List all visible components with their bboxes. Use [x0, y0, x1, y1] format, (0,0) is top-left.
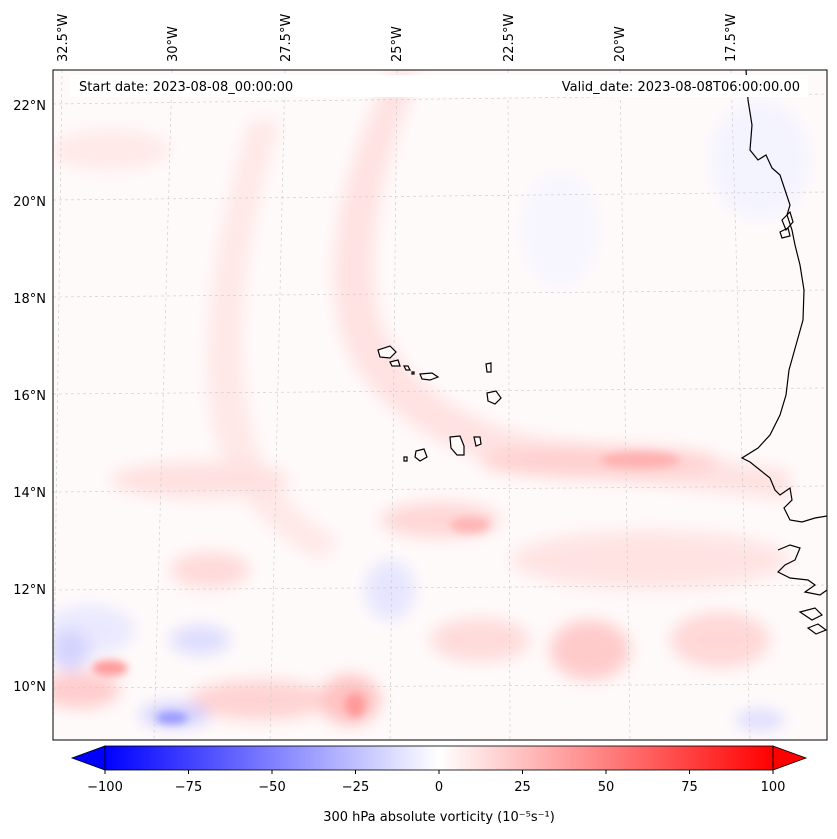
vorticity-field	[53, 70, 810, 730]
lat-label: 10°N	[13, 680, 46, 695]
colorbar-tick-label: −75	[175, 780, 202, 795]
map-frame	[52, 69, 828, 741]
colorbar-gradient	[105, 746, 773, 770]
colorbar-tick-label: −100	[87, 780, 123, 795]
colorbar-ticks	[104, 770, 774, 774]
lat-label: 18°N	[13, 292, 46, 307]
lon-label: 30°W	[166, 26, 181, 62]
header-box: Start date: 2023-08-08_00:00:00 Valid_da…	[70, 75, 808, 97]
map-panel: Start date: 2023-08-08_00:00:00 Valid_da…	[13, 14, 828, 741]
colorbar-tick-label: 25	[514, 780, 531, 795]
colorbar-extend-low	[70, 745, 106, 771]
coastline	[740, 70, 827, 635]
latitude-labels: 22°N 20°N 18°N 16°N 14°N 12°N 10°N	[13, 99, 46, 695]
colorbar-tick-labels: −100 −75 −50 −25 0 25 50 75 100	[87, 780, 785, 795]
lon-label: 22.5°W	[502, 14, 517, 62]
lon-label: 32.5°W	[56, 14, 71, 62]
lon-label: 20°W	[613, 26, 628, 62]
colorbar: −100 −75 −50 −25 0 25 50 75 100 300 hPa …	[70, 745, 808, 825]
lat-label: 20°N	[13, 195, 46, 210]
colorbar-extend-high	[772, 745, 808, 771]
lat-label: 22°N	[13, 99, 46, 114]
colorbar-tick-label: −50	[258, 780, 285, 795]
cape-verde-islands	[377, 345, 502, 462]
gridlines	[53, 70, 827, 740]
lat-label: 14°N	[13, 486, 46, 501]
start-date-text: Start date: 2023-08-08_00:00:00	[79, 80, 293, 95]
colorbar-tick-label: −25	[342, 780, 369, 795]
longitude-labels: 32.5°W 30°W 27.5°W 25°W 22.5°W 20°W 17.5…	[56, 14, 739, 62]
lat-label: 12°N	[13, 583, 46, 598]
lat-label: 16°N	[13, 389, 46, 404]
lon-label: 25°W	[390, 26, 405, 62]
lon-label: 17.5°W	[724, 14, 739, 62]
valid-date-text: Valid_date: 2023-08-08T06:00:00.00	[562, 80, 800, 95]
colorbar-tick-label: 50	[598, 780, 615, 795]
colorbar-tick-label: 100	[761, 780, 786, 795]
colorbar-tick-label: 75	[681, 780, 698, 795]
colorbar-tick-label: 0	[435, 780, 443, 795]
lon-label: 27.5°W	[279, 14, 294, 62]
colorbar-label: 300 hPa absolute vorticity (10⁻⁵s⁻¹)	[323, 810, 555, 825]
